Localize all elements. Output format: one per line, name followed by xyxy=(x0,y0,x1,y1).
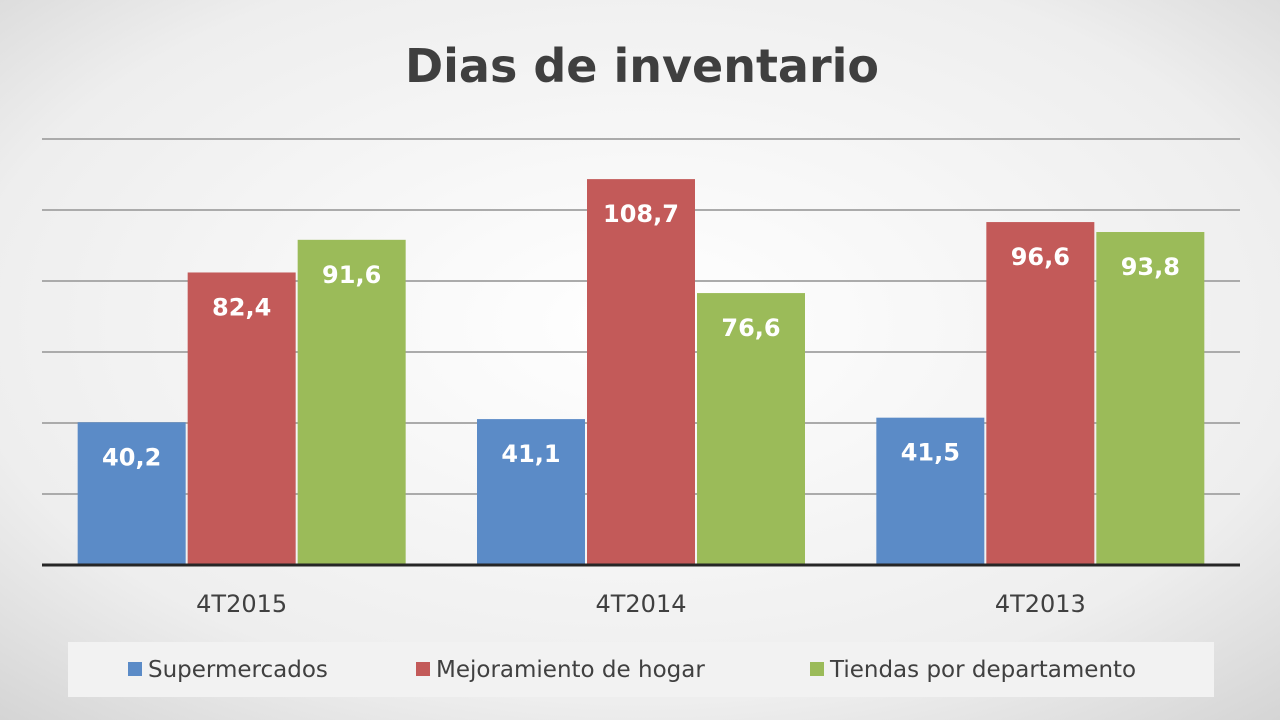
chart-title: Dias de inventario xyxy=(405,39,879,93)
legend-label: Mejoramiento de hogar xyxy=(436,657,705,683)
bar-2-4t2015 xyxy=(187,272,296,565)
data-label: 41,1 xyxy=(501,440,560,468)
bar-3-4t2015 xyxy=(297,239,406,565)
legend-label: Supermercados xyxy=(148,657,328,683)
bar-1-4t2015 xyxy=(77,422,186,565)
legend-swatch xyxy=(810,662,824,676)
data-label: 40,2 xyxy=(102,443,161,471)
bar-1-4t2014 xyxy=(477,419,585,565)
bar-3-4t2014 xyxy=(697,293,805,565)
legend: Supermercados Mejoramiento de hogar Tienda… xyxy=(68,642,1214,697)
legend-swatch xyxy=(128,662,142,676)
data-label: 76,6 xyxy=(721,314,780,342)
legend-label: Tiendas por departamento xyxy=(829,657,1136,683)
data-label: 91,6 xyxy=(322,261,381,289)
legend-box xyxy=(68,642,1214,697)
bar-1-4t2013 xyxy=(876,417,985,565)
bar-2-4t2014 xyxy=(587,179,695,566)
data-label: 41,5 xyxy=(901,439,960,467)
data-label: 108,7 xyxy=(603,200,679,228)
x-tick-label: 4T2014 xyxy=(595,590,686,618)
bar-3-4t2013 xyxy=(1096,232,1205,565)
x-tick-label: 4T2015 xyxy=(196,590,287,618)
x-tick-label: 4T2013 xyxy=(995,590,1086,618)
bar-2-4t2013 xyxy=(986,222,1095,565)
bars xyxy=(77,179,1205,566)
legend-swatch xyxy=(416,662,430,676)
data-label: 82,4 xyxy=(212,293,271,321)
data-label: 96,6 xyxy=(1011,243,1070,271)
data-label: 93,8 xyxy=(1121,253,1180,281)
data-labels: 40,2 82,4 91,6 41,1 108,7 76,6 41,5 96,6 93,8 xyxy=(102,200,1180,471)
x-axis: 4T2015 4T2014 4T2013 xyxy=(42,563,1240,618)
